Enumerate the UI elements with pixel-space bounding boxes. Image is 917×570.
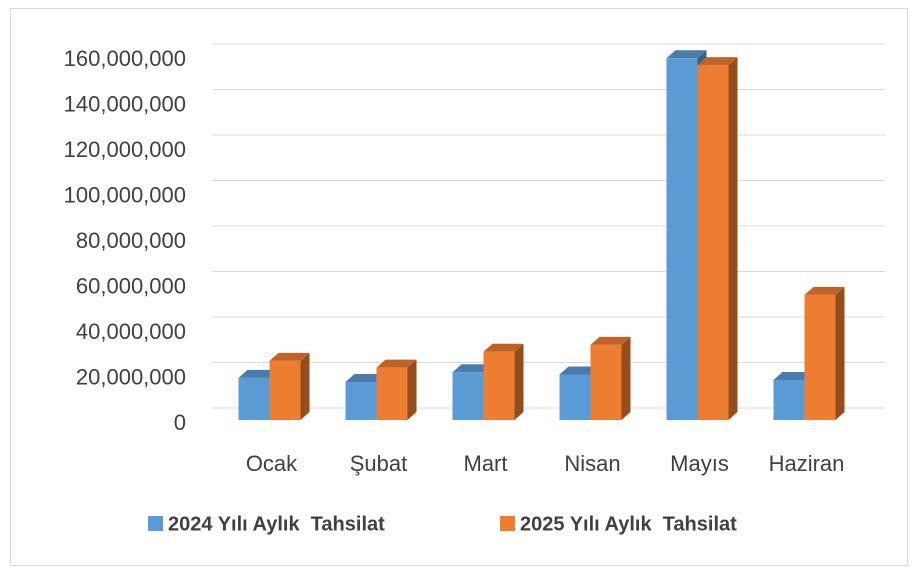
y-tick-label: 160,000,000 (64, 46, 186, 71)
bar-front (269, 360, 301, 420)
bar-front (345, 382, 377, 420)
bar-top (697, 57, 738, 66)
bar (483, 343, 524, 420)
bar-front (697, 65, 729, 420)
bar (804, 286, 845, 420)
bar-top (559, 366, 600, 375)
bar-front (804, 294, 836, 420)
y-tick-label: 20,000,000 (76, 364, 186, 389)
bar-top (345, 374, 386, 383)
bar (697, 57, 738, 420)
bar (590, 336, 631, 420)
bar-top (452, 364, 493, 373)
bar (376, 359, 417, 420)
bar-top (376, 359, 417, 368)
x-tick-label: Nisan (564, 451, 620, 476)
bar (269, 352, 310, 420)
bar-top (238, 369, 279, 378)
bar-front (376, 367, 408, 420)
x-tick-label: Haziran (769, 451, 845, 476)
bar-side (835, 286, 845, 420)
bar-top (804, 286, 845, 295)
bar-top (590, 336, 631, 345)
chart-border (10, 8, 908, 566)
y-tick-label: 60,000,000 (76, 273, 186, 298)
bar-front (238, 377, 270, 420)
y-tick-label: 0 (174, 410, 186, 435)
y-tick-label: 100,000,000 (64, 182, 186, 207)
bar-top (666, 50, 707, 59)
bar-front (559, 374, 591, 420)
bar-front (590, 344, 622, 420)
y-tick-label: 80,000,000 (76, 228, 186, 253)
bar-front (452, 372, 484, 420)
x-tick-label: Ocak (246, 451, 298, 476)
x-tick-label: Mayıs (670, 451, 729, 476)
y-tick-label: 120,000,000 (64, 137, 186, 162)
bar-top (773, 371, 814, 380)
bar-top (483, 343, 524, 352)
y-tick-label: 40,000,000 (76, 319, 186, 344)
legend-swatch (148, 516, 163, 531)
legend-label: 2025 Yılı Aylık Tahsilat (520, 513, 737, 535)
x-tick-label: Mart (464, 451, 508, 476)
bar-top (269, 352, 310, 361)
bar-side (621, 336, 631, 420)
y-tick-label: 140,000,000 (64, 91, 186, 116)
x-tick-label: Şubat (350, 451, 408, 476)
bar-side (514, 343, 524, 420)
legend-swatch (500, 516, 515, 531)
bar-front (773, 379, 805, 420)
bar-side (728, 57, 738, 420)
legend-label: 2024 Yılı Aylık Tahsilat (168, 513, 385, 535)
bar-front (666, 58, 698, 421)
bar-side (407, 359, 417, 420)
bar-side (300, 352, 310, 420)
bar-front (483, 351, 515, 420)
